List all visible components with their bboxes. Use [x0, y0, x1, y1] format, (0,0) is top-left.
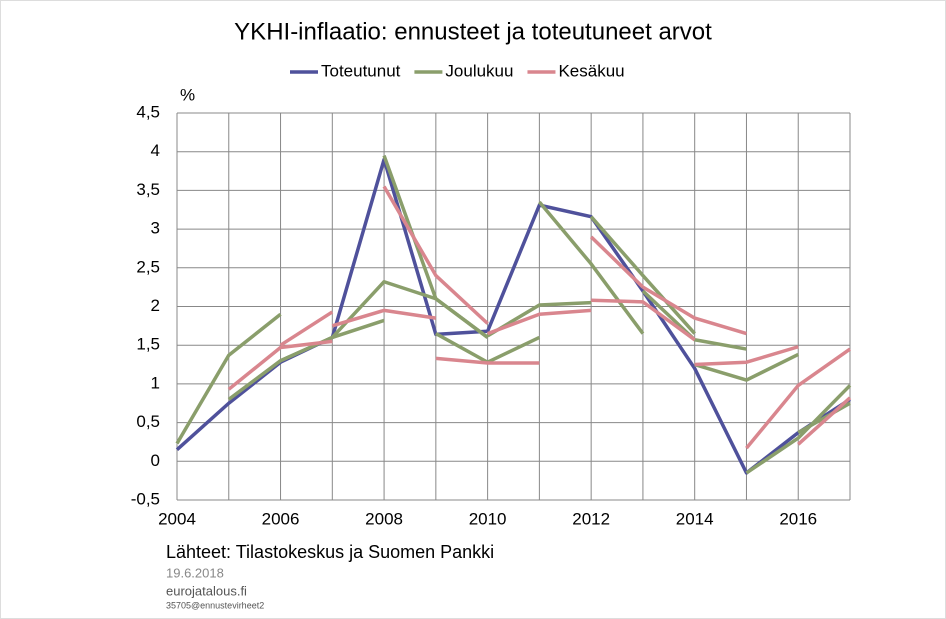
series-line [589, 215, 696, 335]
y-tick-label: 1,5 [136, 335, 160, 354]
series-line [745, 384, 852, 475]
legend-label: Kesäkuu [558, 61, 624, 80]
series-line [642, 285, 747, 336]
y-tick-label: 4 [151, 141, 160, 160]
y-tick-label: 3 [151, 219, 160, 238]
series-line [538, 200, 645, 335]
series-line [227, 339, 333, 391]
site: eurojatalous.fi [166, 583, 247, 598]
series-line [435, 356, 540, 365]
series-line [175, 312, 282, 445]
y-tick-label: 4,5 [136, 102, 160, 121]
legend-label: Toteutunut [321, 61, 401, 80]
date: 19.6.2018 [166, 565, 224, 580]
legend-label: Joulukuu [445, 61, 513, 80]
y-tick-label: -0,5 [131, 489, 160, 508]
series-line [694, 352, 800, 382]
x-tick-label: 2012 [572, 509, 610, 528]
series-line [487, 308, 592, 336]
x-tick-label: 2004 [158, 509, 196, 528]
x-tick-label: 2014 [676, 509, 714, 528]
series-line [694, 345, 799, 367]
x-tick-label: 2010 [469, 509, 507, 528]
series-line [382, 185, 489, 325]
y-tick-label: 3,5 [136, 180, 160, 199]
y-tick-label: 2 [151, 296, 160, 315]
series-line [382, 154, 489, 339]
x-tick-label: 2006 [262, 509, 300, 528]
series-line [745, 347, 852, 450]
y-tick-label: 1 [151, 373, 160, 392]
series-line [331, 308, 437, 328]
y-tick-label: 2,5 [136, 257, 160, 276]
series-line [797, 401, 851, 435]
code: 35705@ennustevirheet2 [166, 600, 264, 610]
series-line [279, 310, 334, 347]
source: Lähteet: Tilastokeskus ja Suomen Pankki [166, 542, 494, 562]
series-line [589, 235, 645, 289]
y-tick-label: 0,5 [136, 412, 160, 431]
x-tick-label: 2008 [365, 509, 403, 528]
series-line [591, 298, 696, 342]
chart-title: YKHI-inflaatio: ennusteet ja toteutuneet… [234, 18, 712, 45]
x-tick-label: 2016 [779, 509, 817, 528]
y-axis-label: % [180, 85, 195, 104]
series-line [797, 396, 852, 446]
y-tick-label: 0 [151, 451, 160, 470]
